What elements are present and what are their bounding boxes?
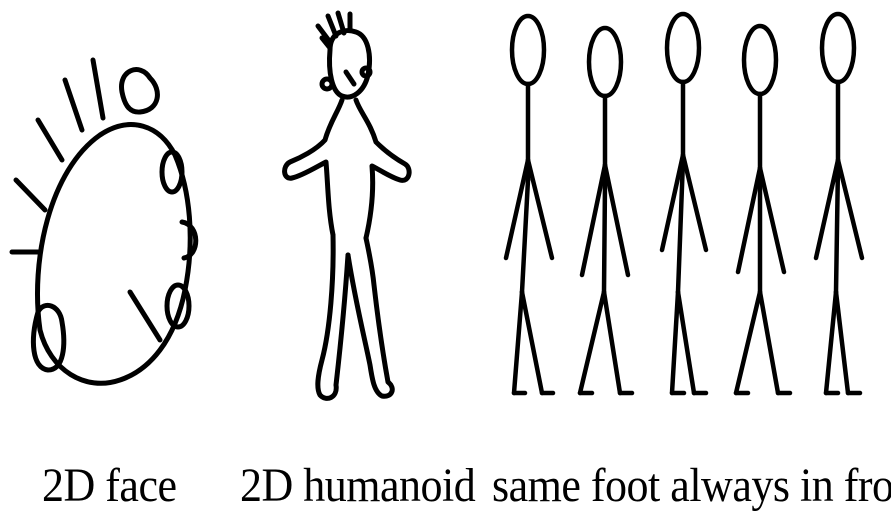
caption-2d-humanoid: 2D humanoid (240, 458, 476, 512)
stick-figure (813, 11, 865, 396)
stick-figure (733, 23, 793, 396)
stick-figure (577, 25, 635, 396)
stick-figure (659, 11, 709, 396)
caption-same-foot-in-front: same foot always in front (492, 458, 891, 512)
stick-figure (503, 13, 556, 396)
caption-2d-face: 2D face (42, 458, 177, 512)
